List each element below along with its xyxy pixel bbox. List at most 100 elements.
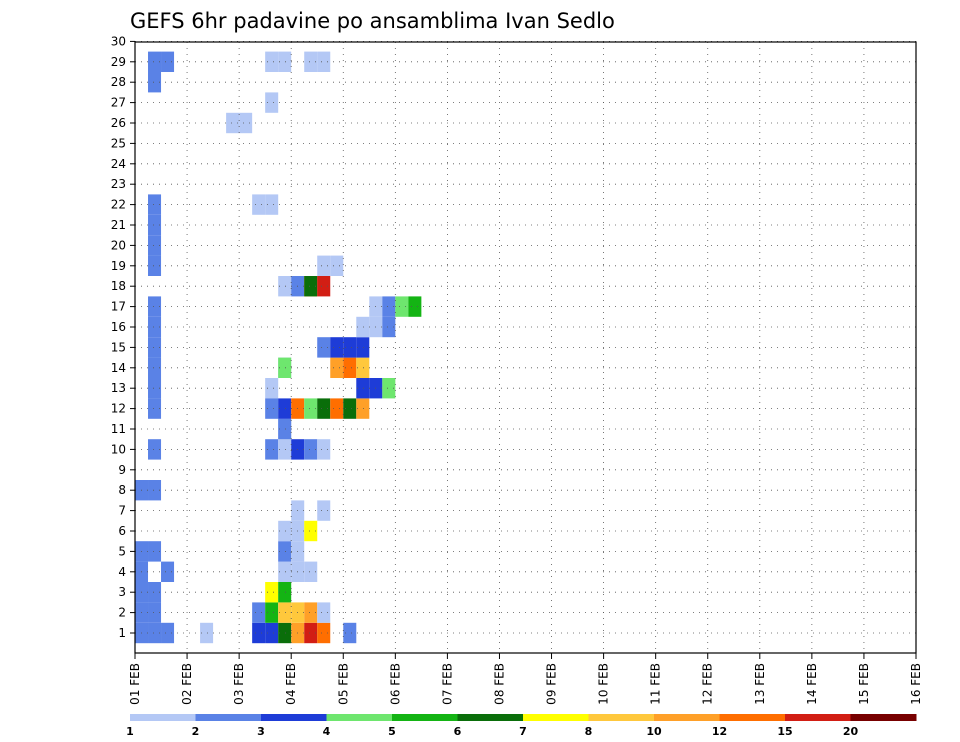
colorbar-tick-label: 15	[777, 725, 792, 738]
heatmap-cell	[278, 520, 292, 542]
heatmap-cell	[148, 622, 162, 644]
heatmap-cell	[304, 602, 318, 623]
colorbar-tick-label: 8	[585, 725, 593, 738]
colorbar-swatch	[719, 714, 786, 721]
colorbar: 1 2 3 4 5 6 7 8 10 12 15 20	[126, 714, 917, 738]
heatmap-cell	[265, 439, 279, 460]
heatmap-cell	[148, 602, 162, 623]
y-tick-label: 22	[111, 198, 126, 212]
y-tick-label: 2	[118, 606, 126, 620]
heatmap-cell	[252, 622, 266, 644]
y-tick-label: 9	[118, 463, 126, 477]
heatmap-cell	[265, 602, 279, 623]
x-tick-label: 07 FEB	[440, 663, 454, 705]
heatmap-cell	[239, 112, 253, 134]
colorbar-swatch	[130, 714, 196, 721]
heatmap-cell	[356, 357, 370, 378]
colorbar-tick-label: 12	[712, 725, 727, 738]
colorbar-tick-label: 1	[126, 725, 134, 738]
colorbar-swatch	[785, 714, 851, 721]
y-tick-label: 24	[111, 157, 126, 171]
y-tick-label: 17	[111, 300, 126, 314]
heatmap-cell	[343, 622, 357, 644]
heatmap-cell	[317, 51, 331, 72]
x-tick-label: 08 FEB	[492, 663, 506, 705]
chart-title: GEFS 6hr padavine po ansamblima Ivan Sed…	[130, 9, 615, 33]
y-tick-label: 3	[118, 585, 126, 599]
y-tick-label: 11	[111, 422, 126, 436]
heatmap-cell	[148, 541, 162, 562]
y-tick-label: 25	[111, 136, 126, 150]
colorbar-swatch	[588, 714, 655, 721]
heatmap-cell	[330, 255, 344, 276]
x-tick-label: 10 FEB	[597, 663, 611, 705]
colorbar-swatch	[654, 714, 720, 721]
y-tick-label: 20	[111, 238, 126, 252]
y-tick-label: 19	[111, 259, 126, 273]
heatmap-cell	[278, 541, 292, 562]
heatmap-cell	[265, 92, 279, 113]
heatmap-cell	[148, 582, 162, 603]
heatmap-cell	[304, 51, 318, 72]
heatmap-cell	[148, 255, 162, 276]
y-tick-label: 21	[111, 218, 126, 232]
y-tick-label: 7	[118, 504, 126, 518]
heatmap-cell	[278, 398, 292, 419]
heatmap-cell	[265, 582, 279, 603]
y-tick-label: 10	[111, 442, 126, 456]
x-tick-label: 14 FEB	[805, 663, 819, 705]
colorbar-swatch	[326, 714, 393, 721]
heatmap-cell	[304, 439, 318, 460]
heatmap-cell	[395, 296, 409, 317]
heatmap-cell	[148, 439, 162, 460]
heatmap-cell	[317, 439, 331, 460]
y-tick-label: 30	[111, 34, 126, 48]
heatmap-cell	[161, 622, 175, 644]
heatmap-cell	[278, 622, 292, 644]
heatmap-cell	[278, 439, 292, 460]
heatmap-cell	[304, 561, 318, 582]
heatmap-cell	[356, 378, 370, 399]
x-tick-label: 09 FEB	[545, 663, 559, 705]
y-tick-label: 8	[118, 483, 126, 497]
x-tick-label: 02 FEB	[180, 663, 194, 705]
y-tick-label: 12	[111, 402, 126, 416]
colorbar-swatch	[261, 714, 327, 721]
y-tick-label: 5	[118, 544, 126, 558]
heatmap-cell	[382, 316, 396, 338]
heatmap-cell	[161, 51, 175, 72]
heatmap-cell	[343, 398, 357, 419]
heatmap-cell	[304, 622, 318, 644]
heatmap-cell	[265, 194, 279, 215]
y-tick-label: 26	[111, 116, 126, 130]
y-tick-label: 27	[111, 96, 126, 110]
y-tick-label: 29	[111, 55, 126, 69]
x-tick-label: 11 FEB	[649, 663, 663, 705]
colorbar-tick-label: 20	[843, 725, 859, 738]
y-tick-label: 6	[118, 524, 126, 538]
heatmap-cell	[317, 398, 331, 419]
heatmap-cell	[265, 622, 279, 644]
heatmap-cells	[135, 51, 422, 644]
colorbar-swatch	[195, 714, 262, 721]
heatmap-cell	[278, 357, 292, 378]
heatmap-cell	[330, 398, 344, 419]
colorbar-swatch	[392, 714, 458, 721]
x-tick-label: 05 FEB	[336, 663, 350, 705]
y-tick-label: 18	[111, 279, 126, 293]
heatmap-cell	[356, 337, 370, 358]
x-tick-label: 13 FEB	[753, 663, 767, 705]
heatmap-cell	[317, 337, 331, 358]
x-tick-label: 06 FEB	[388, 663, 402, 705]
y-tick-label: 16	[111, 320, 126, 334]
heatmap-cell	[356, 398, 370, 419]
heatmap-cell	[317, 255, 331, 276]
heatmap-cell	[265, 51, 279, 72]
heatmap-cell	[278, 51, 292, 72]
heatmap-cell	[278, 418, 292, 440]
colorbar-tick-label: 2	[192, 725, 200, 738]
x-tick-label: 16 FEB	[909, 663, 923, 705]
heatmap-cell	[317, 622, 331, 644]
colorbar-swatch	[457, 714, 524, 721]
